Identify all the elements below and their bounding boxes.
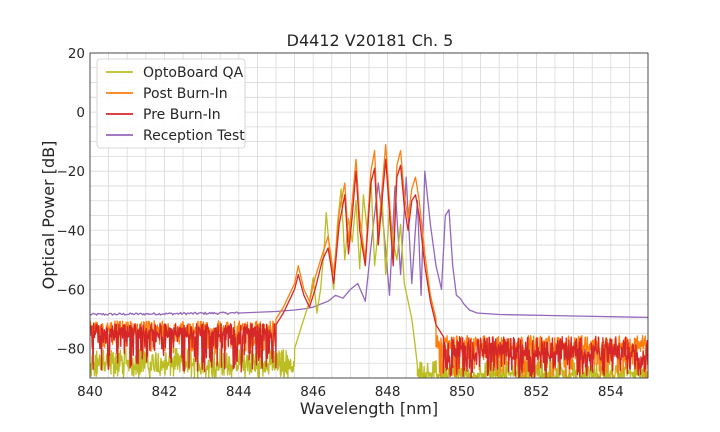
legend-entry: Reception Test: [143, 128, 245, 144]
legend-entry: Post Burn-In: [143, 86, 228, 102]
x-tick-label: 850: [449, 384, 475, 400]
y-tick-label: −60: [57, 282, 86, 298]
series-layer: [90, 143, 648, 378]
plot-frame: [89, 52, 649, 379]
legend-entry: Pre Burn-In: [143, 107, 221, 123]
chart-title: D4412 V20181 Ch. 5: [287, 31, 454, 50]
series-line-optoboard-qa: [90, 176, 648, 378]
x-tick-label: 846: [300, 384, 326, 400]
x-tick-label: 852: [524, 384, 550, 400]
legend-box: [96, 58, 246, 149]
legend: OptoBoard QA Post Burn-In Pre Burn-In Recep…: [96, 58, 246, 149]
y-tick-label: −20: [57, 164, 86, 180]
y-tick-label: 0: [76, 105, 85, 121]
x-axis-label: Wavelength [nm]: [300, 399, 438, 418]
x-tick-label: 854: [598, 384, 624, 400]
y-tick-label: −40: [57, 223, 86, 239]
legend-entry: OptoBoard QA: [143, 65, 244, 81]
series-line-post-burn-in: [90, 143, 648, 378]
y-axis-label: Optical Power [dB]: [39, 141, 58, 290]
y-tick-label: −80: [57, 341, 86, 357]
x-tick-label: 844: [226, 384, 252, 400]
x-tick-label: 848: [375, 384, 401, 400]
tick-labels: 840 842 844 846 848 850 852 854 −80 −60 −40 −20 0 20: [57, 46, 624, 400]
series-line-pre-burn-in: [90, 158, 648, 378]
x-tick-label: 842: [152, 384, 178, 400]
series-line-reception-test: [90, 170, 648, 319]
y-tick-label: 20: [68, 46, 85, 62]
x-tick-label: 840: [77, 384, 103, 400]
